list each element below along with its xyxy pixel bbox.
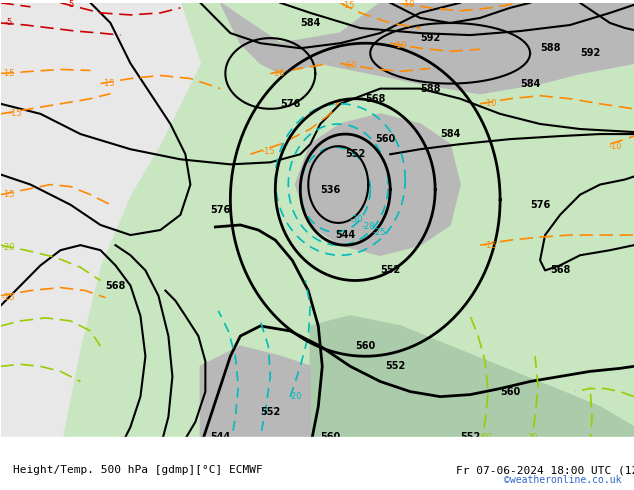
Text: 592: 592: [420, 33, 440, 43]
Text: 536: 536: [320, 185, 340, 195]
Text: 588: 588: [420, 84, 441, 94]
Text: -15: -15: [2, 69, 15, 78]
Text: -10: -10: [344, 61, 357, 70]
Text: 544: 544: [210, 432, 231, 442]
Text: 552: 552: [345, 149, 365, 159]
Polygon shape: [221, 3, 634, 94]
Text: 576: 576: [210, 205, 231, 215]
Text: 20: 20: [482, 433, 493, 441]
Text: -25: -25: [226, 438, 240, 446]
Text: 560: 560: [355, 341, 375, 351]
Text: 576: 576: [530, 200, 550, 210]
Text: 560: 560: [375, 134, 396, 144]
Text: -5: -5: [4, 19, 13, 27]
Text: 552: 552: [385, 361, 405, 371]
Text: 588: 588: [540, 43, 560, 53]
Text: -25: -25: [372, 228, 386, 237]
Text: -15: -15: [9, 109, 22, 119]
Text: ©weatheronline.co.uk: ©weatheronline.co.uk: [504, 475, 621, 485]
Text: 560: 560: [500, 387, 521, 396]
Text: 552: 552: [460, 432, 481, 442]
Text: -15: -15: [342, 1, 355, 10]
Text: 552: 552: [380, 266, 400, 275]
Polygon shape: [310, 316, 634, 447]
Text: -10: -10: [394, 41, 407, 49]
Text: -15: -15: [2, 293, 15, 302]
Text: -15: -15: [262, 147, 275, 156]
Text: -10: -10: [271, 69, 285, 78]
Text: -20: -20: [256, 438, 269, 446]
Text: -15: -15: [2, 190, 15, 199]
Text: -20: -20: [288, 392, 302, 401]
Text: -15: -15: [101, 79, 115, 88]
Text: 552: 552: [260, 407, 280, 417]
Text: 584: 584: [520, 78, 540, 89]
Text: -28: -28: [361, 222, 375, 231]
Text: -15: -15: [483, 241, 497, 249]
Text: -10: -10: [401, 0, 415, 9]
Text: Height/Temp. 500 hPa [gdmp][°C] ECMWF: Height/Temp. 500 hPa [gdmp][°C] ECMWF: [13, 466, 262, 475]
Text: -5: -5: [67, 0, 75, 9]
Text: -20: -20: [2, 243, 15, 252]
Text: 568: 568: [365, 94, 385, 104]
Polygon shape: [295, 114, 460, 255]
Text: -10: -10: [608, 142, 622, 151]
Text: 568: 568: [550, 266, 570, 275]
Text: 20: 20: [528, 433, 538, 441]
Text: 592: 592: [580, 49, 600, 58]
Text: 584: 584: [440, 129, 460, 139]
Bar: [1, 437, 634, 490]
Text: -10: -10: [483, 99, 497, 108]
Text: 584: 584: [300, 18, 320, 28]
Text: 568: 568: [105, 281, 126, 291]
Text: -30: -30: [349, 215, 363, 224]
Polygon shape: [200, 346, 310, 447]
Text: 544: 544: [335, 230, 356, 240]
Polygon shape: [1, 3, 200, 447]
Text: 560: 560: [320, 432, 340, 442]
Text: 576: 576: [280, 99, 301, 109]
Text: Fr 07-06-2024 18:00 UTC (12+06): Fr 07-06-2024 18:00 UTC (12+06): [456, 466, 634, 475]
